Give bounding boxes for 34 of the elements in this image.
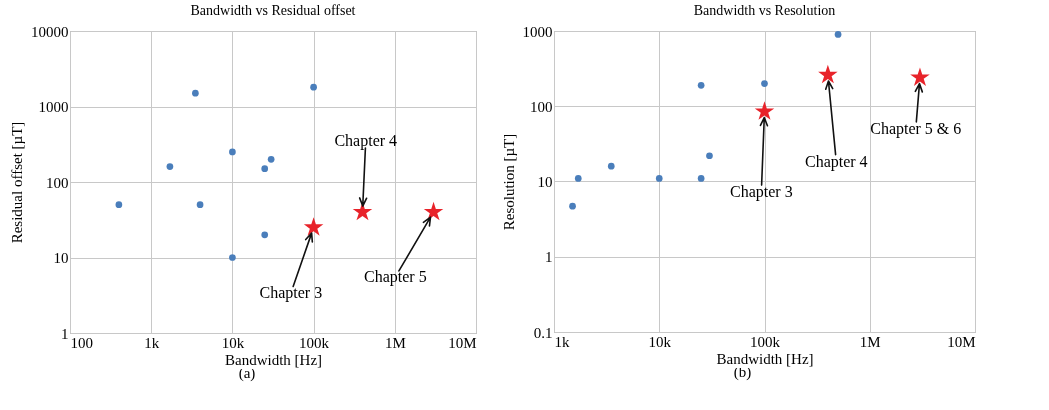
x-tick-label: 1M — [384, 334, 406, 351]
text: (a) — [238, 365, 256, 382]
y-tick-label: 1000 — [522, 23, 553, 40]
annotation: Chapter 4 — [804, 152, 868, 171]
y-axis-title: Residual offset [µT] — [9, 121, 25, 244]
x-axis-title: Bandwidth [Hz] — [224, 351, 323, 368]
x-tick-label: 100k — [750, 333, 781, 350]
x-axis-title: Bandwidth [Hz] — [716, 350, 814, 367]
x-tick-label: 10M — [448, 334, 477, 351]
annotation: Chapter 3 — [259, 284, 323, 303]
x-tick-label: 1M — [859, 333, 881, 350]
y-axis-title: Resolution [µT] — [500, 133, 517, 231]
x-tick-label: 100 — [70, 334, 93, 351]
x-tick-label: 10M — [947, 333, 976, 350]
chart-title: Bandwidth vs Residual offset — [190, 3, 356, 18]
y-tick-label: 100 — [530, 98, 553, 115]
annotation: Chapter 5 & 6 — [870, 119, 962, 138]
y-tick-label: 100 — [46, 174, 69, 191]
x-tick-label: 10k — [648, 333, 672, 350]
chart-title: Bandwidth vs Resolution — [693, 3, 836, 18]
x-tick-label: 1k — [554, 333, 570, 350]
annotation: Chapter 4 — [334, 132, 398, 151]
x-tick-label: 1k — [144, 334, 160, 351]
y-tick-label: 10000 — [31, 23, 69, 40]
y-tick-label: 1000 — [38, 99, 69, 115]
x-tick-label: 100k — [299, 334, 330, 351]
annotation: Chapter 3 — [730, 183, 793, 202]
x-tick-label: 10k — [221, 334, 245, 351]
y-tick-label: 1 — [545, 249, 553, 266]
y-tick-label: 10 — [537, 174, 553, 190]
annotation: Chapter 5 — [364, 267, 427, 286]
y-tick-label: 0.1 — [533, 324, 553, 341]
y-tick-label: 1 — [61, 325, 69, 342]
y-tick-label: 10 — [53, 250, 69, 266]
